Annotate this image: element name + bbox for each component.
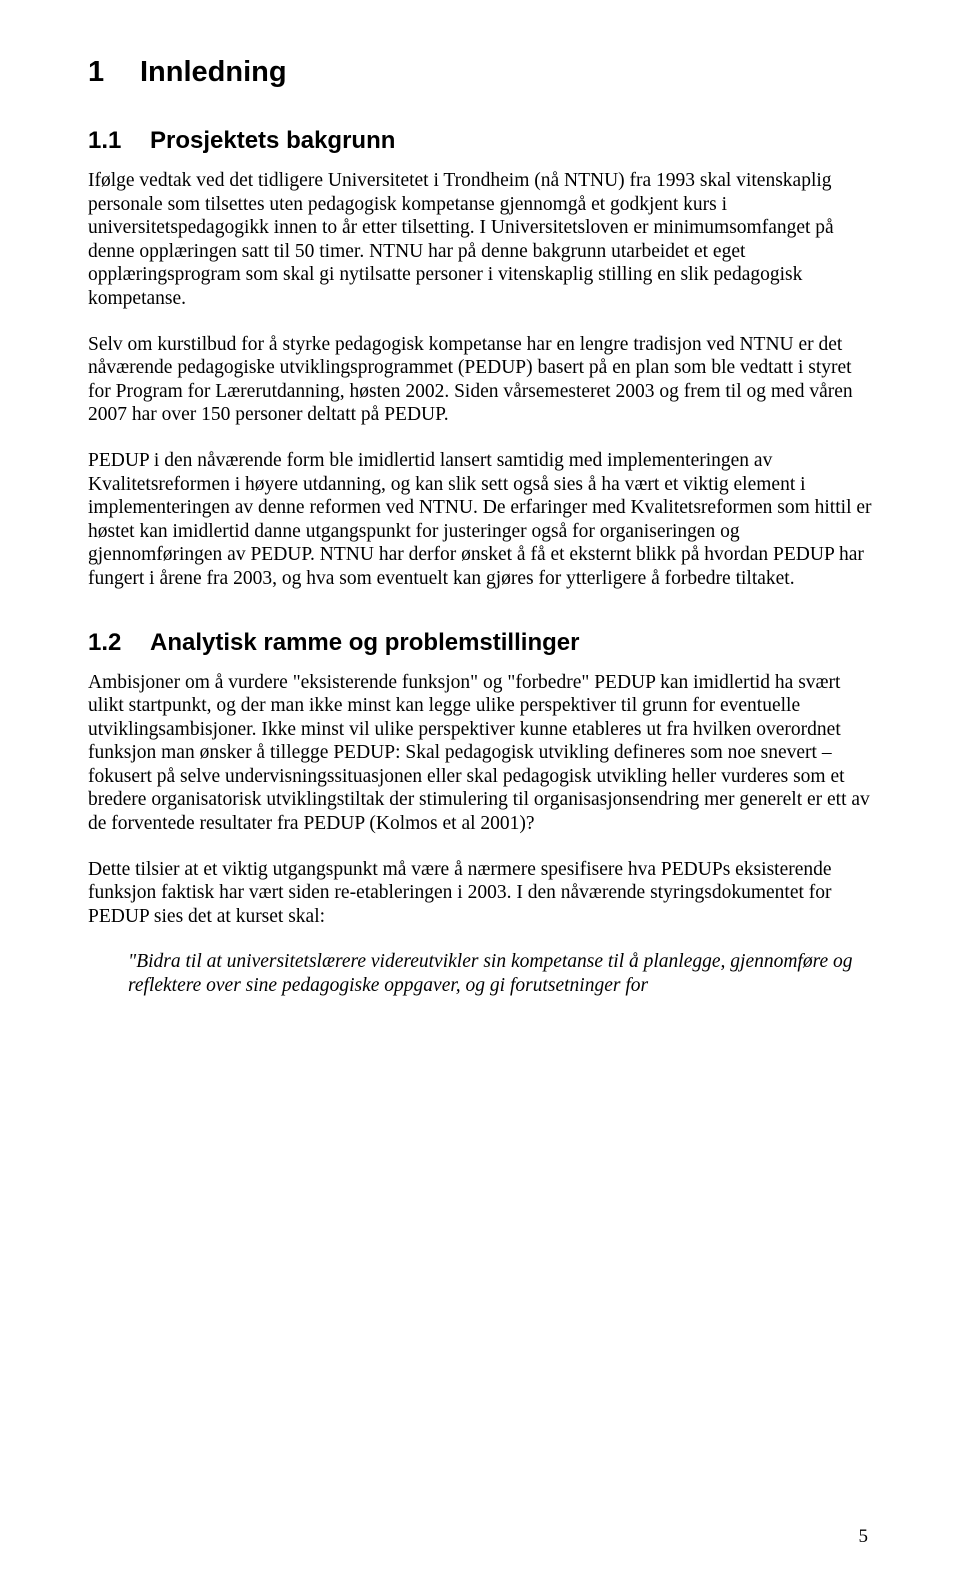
heading-1-1-number: 1.1 bbox=[88, 127, 150, 155]
heading-1-2: 1.2Analytisk ramme og problemstillinger bbox=[88, 629, 872, 657]
page-number: 5 bbox=[859, 1526, 869, 1548]
block-quote: "Bidra til at universitetslærere videreu… bbox=[128, 950, 872, 997]
document-page: 1Innledning 1.1Prosjektets bakgrunn Iføl… bbox=[0, 0, 960, 1576]
paragraph: Dette tilsier at et viktig utgangspunkt … bbox=[88, 858, 872, 929]
paragraph: Ifølge vedtak ved det tidligere Universi… bbox=[88, 169, 872, 311]
heading-1-text: Innledning bbox=[140, 56, 287, 88]
heading-1-1-title: Prosjektets bakgrunn bbox=[150, 127, 395, 154]
heading-1-2-number: 1.2 bbox=[88, 629, 150, 657]
paragraph: Selv om kurstilbud for å styrke pedagogi… bbox=[88, 333, 872, 427]
heading-1-2-title: Analytisk ramme og problemstillinger bbox=[150, 629, 579, 656]
heading-1: 1Innledning bbox=[88, 56, 872, 89]
heading-1-1: 1.1Prosjektets bakgrunn bbox=[88, 127, 872, 155]
paragraph: Ambisjoner om å vurdere "eksisterende fu… bbox=[88, 671, 872, 836]
heading-1-number: 1 bbox=[88, 56, 140, 89]
paragraph: PEDUP i den nåværende form ble imidlerti… bbox=[88, 449, 872, 591]
